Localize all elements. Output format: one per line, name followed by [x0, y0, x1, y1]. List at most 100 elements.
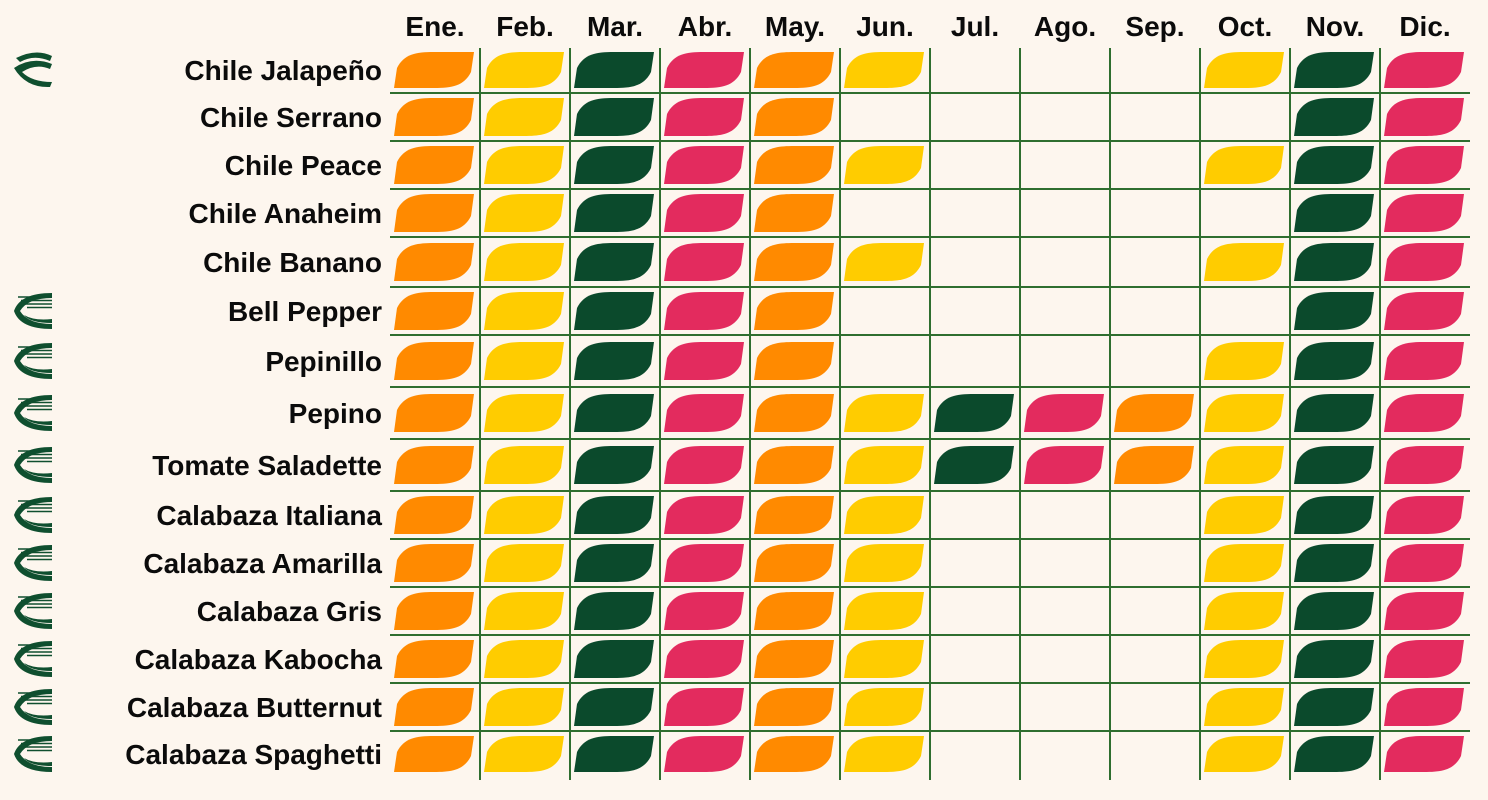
icon-shape [24, 615, 52, 623]
table-row: Calabaza Amarilla [14, 544, 1464, 582]
table-row: Chile Banano [203, 243, 1464, 281]
cell-green-mar [574, 342, 654, 380]
icon-shape [24, 711, 52, 719]
icon-shape [24, 417, 52, 425]
cell-pink-abr [664, 688, 744, 726]
cell-green-mar [574, 52, 654, 88]
cell-yellow-oct [1204, 544, 1284, 582]
cell-green-mar [574, 688, 654, 726]
cell-pink-abr [664, 52, 744, 88]
cell-orange-ene [394, 496, 474, 534]
cell-yellow-jun [844, 446, 924, 484]
cell-pink-dic [1384, 736, 1464, 772]
cell-yellow-feb [484, 342, 564, 380]
row-label: Calabaza Butternut [127, 692, 382, 723]
cell-green-mar [574, 736, 654, 772]
cell-pink-ago [1024, 394, 1104, 432]
cell-yellow-jun [844, 243, 924, 281]
cell-pink-abr [664, 394, 744, 432]
cell-orange-may [754, 394, 834, 432]
icon-shape [14, 689, 52, 725]
icon-shape [14, 343, 52, 379]
cell-green-nov [1294, 592, 1374, 630]
icon-shape [14, 736, 52, 772]
table-row: Chile Jalapeño [14, 52, 1464, 88]
striped-logo-icon [14, 447, 52, 483]
cell-orange-may [754, 146, 834, 184]
cell-green-mar [574, 446, 654, 484]
cell-yellow-feb [484, 243, 564, 281]
cell-pink-abr [664, 292, 744, 330]
cell-green-jul [934, 394, 1014, 432]
cell-yellow-oct [1204, 146, 1284, 184]
cell-green-nov [1294, 292, 1374, 330]
cell-yellow-feb [484, 194, 564, 232]
cell-green-mar [574, 394, 654, 432]
cell-yellow-feb [484, 98, 564, 136]
cell-yellow-jun [844, 592, 924, 630]
cell-pink-dic [1384, 342, 1464, 380]
cell-pink-dic [1384, 446, 1464, 484]
cell-pink-dic [1384, 688, 1464, 726]
cell-yellow-jun [844, 496, 924, 534]
row-label: Pepino [289, 398, 382, 429]
cell-yellow-feb [484, 394, 564, 432]
cell-yellow-feb [484, 146, 564, 184]
row-label: Tomate Saladette [152, 450, 382, 481]
cell-yellow-feb [484, 292, 564, 330]
cell-yellow-oct [1204, 688, 1284, 726]
month-label-7: Ago. [1034, 11, 1096, 42]
cell-orange-may [754, 688, 834, 726]
table-row: Calabaza Butternut [14, 688, 1464, 726]
row-label: Calabaza Italiana [156, 500, 382, 531]
cell-orange-ene [394, 736, 474, 772]
table-row: Pepino [14, 394, 1464, 432]
cell-green-nov [1294, 496, 1374, 534]
cell-orange-ene [394, 52, 474, 88]
table-row: Bell Pepper [14, 292, 1464, 330]
cell-pink-dic [1384, 592, 1464, 630]
cell-orange-may [754, 640, 834, 678]
cell-pink-abr [664, 496, 744, 534]
month-label-10: Nov. [1306, 11, 1365, 42]
cell-pink-abr [664, 544, 744, 582]
table-row: Chile Anaheim [189, 194, 1464, 232]
cell-pink-abr [664, 736, 744, 772]
cell-orange-may [754, 736, 834, 772]
cell-orange-may [754, 544, 834, 582]
striped-logo-icon [14, 736, 52, 772]
cell-yellow-oct [1204, 592, 1284, 630]
cell-green-nov [1294, 146, 1374, 184]
cell-orange-may [754, 446, 834, 484]
striped-logo-icon [14, 593, 52, 629]
cell-yellow-feb [484, 52, 564, 88]
row-label: Chile Banano [203, 247, 382, 278]
icon-stroke [16, 52, 52, 62]
cell-orange-may [754, 52, 834, 88]
cell-pink-abr [664, 146, 744, 184]
month-label-5: Jun. [856, 11, 914, 42]
cell-yellow-feb [484, 592, 564, 630]
icon-shape [24, 519, 52, 527]
icon-shape [14, 641, 52, 677]
row-label: Chile Serrano [200, 102, 382, 133]
cell-orange-ene [394, 98, 474, 136]
cell-orange-may [754, 496, 834, 534]
cell-pink-dic [1384, 194, 1464, 232]
cell-orange-ene [394, 394, 474, 432]
month-label-8: Sep. [1125, 11, 1184, 42]
cell-green-nov [1294, 736, 1374, 772]
cell-yellow-feb [484, 736, 564, 772]
cell-green-mar [574, 292, 654, 330]
cell-yellow-oct [1204, 52, 1284, 88]
table-row: Chile Serrano [200, 98, 1464, 136]
cell-pink-dic [1384, 98, 1464, 136]
cell-green-nov [1294, 342, 1374, 380]
cell-pink-dic [1384, 544, 1464, 582]
cell-green-nov [1294, 98, 1374, 136]
cell-yellow-jun [844, 736, 924, 772]
cell-green-nov [1294, 243, 1374, 281]
cell-orange-ene [394, 446, 474, 484]
icon-shape [14, 293, 52, 329]
